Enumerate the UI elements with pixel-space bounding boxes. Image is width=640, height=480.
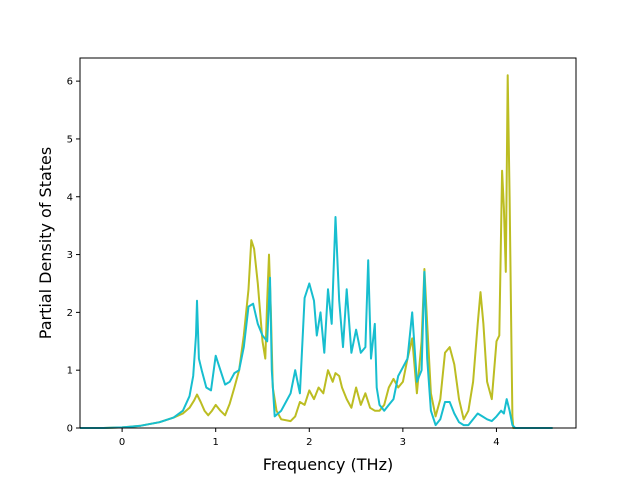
y-tick-label: 2 — [67, 308, 73, 319]
y-tick-label: 5 — [67, 134, 73, 145]
y-tick-label: 6 — [67, 77, 73, 88]
plot-frame — [79, 57, 577, 429]
y-tick-label: 1 — [67, 366, 73, 377]
series-layer — [80, 74, 553, 429]
x-axis-ticks: 0 1 2 3 4 — [119, 428, 500, 448]
series-line-1 — [80, 74, 553, 429]
y-axis-label: Partial Density of States — [36, 147, 55, 339]
series-line-2 — [80, 216, 553, 429]
x-tick-label: 0 — [119, 437, 125, 448]
y-tick-label: 0 — [67, 424, 73, 435]
y-tick-label: 4 — [67, 192, 73, 203]
x-axis-label: Frequency (THz) — [263, 455, 393, 474]
x-tick-label: 3 — [400, 437, 406, 448]
x-tick-label: 2 — [306, 437, 312, 448]
y-axis-ticks: 0 1 2 3 4 5 6 — [67, 77, 80, 435]
y-tick-label: 3 — [67, 250, 73, 261]
x-tick-label: 1 — [213, 437, 219, 448]
x-tick-label: 4 — [493, 437, 499, 448]
